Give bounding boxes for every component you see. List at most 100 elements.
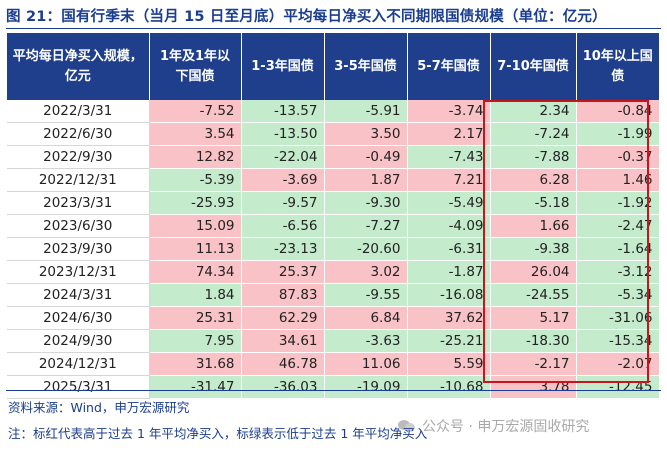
row-date: 2023/6/30	[7, 214, 150, 238]
value-cell: 6.28	[490, 168, 577, 192]
value-cell: -0.84	[576, 100, 660, 123]
table-row: 2024/3/31 1.84 87.83 -9.55 -16.08 -24.55 -5.34	[7, 283, 660, 307]
table-row: 2023/9/30 11.13 -23.13 -20.60 -6.31 -9.38 -1.6…	[7, 237, 660, 261]
row-date: 2022/6/30	[7, 122, 150, 146]
value-cell: 5.59	[407, 352, 491, 376]
row-date: 2024/6/30	[7, 306, 150, 330]
value-cell: 62.29	[241, 306, 325, 330]
header-cell-10y-plus: 10年以上国债	[576, 33, 659, 100]
table-row: 2022/9/30 12.82 -22.04 -0.49 -7.43 -7.88 -0.37	[7, 145, 660, 169]
value-cell: -1.87	[407, 260, 491, 284]
value-cell: 3.54	[149, 122, 242, 146]
value-cell: -5.49	[407, 191, 491, 215]
value-cell: 31.68	[149, 352, 242, 376]
table-row: 2024/12/31 31.68 46.78 11.06 5.59 -2.17 -2.07	[7, 352, 660, 376]
value-cell: 5.17	[490, 306, 577, 330]
value-cell: 1.84	[149, 283, 242, 307]
header-cell-1-3y: 1-3年国债	[241, 33, 325, 100]
value-cell: 3.50	[324, 122, 408, 146]
row-date: 2022/9/30	[7, 145, 150, 169]
value-cell: -25.21	[407, 329, 491, 353]
value-cell: -19.09	[324, 375, 408, 399]
row-date: 2023/3/31	[7, 191, 150, 215]
header-cell-3-5y: 3-5年国债	[324, 33, 408, 100]
value-cell: -7.88	[490, 145, 577, 169]
value-cell: -16.08	[407, 283, 491, 307]
value-cell: -31.47	[149, 375, 242, 399]
value-cell: -2.17	[490, 352, 577, 376]
value-cell: -3.63	[324, 329, 408, 353]
value-cell: -0.37	[576, 145, 660, 169]
value-cell: 37.62	[407, 306, 491, 330]
value-cell: 1.46	[576, 168, 660, 192]
value-cell: -5.91	[324, 100, 408, 123]
row-date: 2024/3/31	[7, 283, 150, 307]
value-cell: -36.03	[241, 375, 325, 399]
value-cell: -22.04	[241, 145, 325, 169]
row-date: 2024/9/30	[7, 329, 150, 353]
value-cell: -9.55	[324, 283, 408, 307]
value-cell: -2.07	[576, 352, 660, 376]
value-cell: -7.52	[149, 100, 242, 123]
row-date: 2022/12/31	[7, 168, 150, 192]
title-divider	[6, 28, 661, 29]
value-cell: -6.56	[241, 214, 325, 238]
value-cell: 6.84	[324, 306, 408, 330]
value-cell: -25.93	[149, 191, 242, 215]
value-cell: 26.04	[490, 260, 577, 284]
value-cell: 34.61	[241, 329, 325, 353]
footnote: 注：标红代表高于过去 1 年平均净买入，标绿表示低于过去 1 年平均净买入	[8, 426, 428, 441]
value-cell: 25.31	[149, 306, 242, 330]
value-cell: 1.66	[490, 214, 577, 238]
header-row: 平均每日净买入规模，亿元 1年及1年以下国债 1-3年国债 3-5年国债 5-7…	[7, 33, 659, 100]
header-cell-7-10y: 7-10年国债	[490, 33, 577, 100]
table-row: 2022/3/31 -7.52 -13.57 -5.91 -3.74 2.34 -0.84	[7, 100, 660, 123]
row-date: 2023/12/31	[7, 260, 150, 284]
value-cell: -1.64	[576, 237, 660, 261]
figure-title: 图 21：国有行季末（当月 15 日至月底）平均每日净买入不同期限国债规模（单位…	[6, 9, 607, 25]
value-cell: 25.37	[241, 260, 325, 284]
row-date: 2025/3/31	[7, 375, 150, 399]
value-cell: -12.45	[576, 375, 660, 399]
value-cell: -13.57	[241, 100, 325, 123]
value-cell: -10.68	[407, 375, 491, 399]
value-cell: -7.24	[490, 122, 577, 146]
table-row: 2024/9/30 7.95 34.61 -3.63 -25.21 -18.30 -15.3…	[7, 329, 660, 353]
value-cell: 1.87	[324, 168, 408, 192]
value-cell: 12.82	[149, 145, 242, 169]
value-cell: -24.55	[490, 283, 577, 307]
bottom-divider	[6, 390, 661, 391]
value-cell: -3.12	[576, 260, 660, 284]
value-cell: 2.17	[407, 122, 491, 146]
value-cell: 11.13	[149, 237, 242, 261]
value-cell: 87.83	[241, 283, 325, 307]
value-cell: -3.74	[407, 100, 491, 123]
value-cell: -13.50	[241, 122, 325, 146]
value-cell: 2.34	[490, 100, 577, 123]
value-cell: 74.34	[149, 260, 242, 284]
value-cell: -5.39	[149, 168, 242, 192]
value-cell: -6.31	[407, 237, 491, 261]
bond-purchase-table: 平均每日净买入规模，亿元 1年及1年以下国债 1-3年国债 3-5年国债 5-7…	[7, 33, 660, 399]
value-cell: -5.34	[576, 283, 660, 307]
wechat-icon	[398, 419, 416, 433]
value-cell: -7.43	[407, 145, 491, 169]
value-cell: -9.57	[241, 191, 325, 215]
row-date: 2023/9/30	[7, 237, 150, 261]
header-cell-period: 平均每日净买入规模，亿元	[7, 33, 150, 100]
table-row: 2023/12/31 74.34 25.37 3.02 -1.87 26.04 -3.12	[7, 260, 660, 284]
row-date: 2024/12/31	[7, 352, 150, 376]
value-cell: -1.92	[576, 191, 660, 215]
row-date: 2022/3/31	[7, 100, 150, 123]
value-cell: -3.69	[241, 168, 325, 192]
value-cell: 3.78	[490, 375, 577, 399]
value-cell: 46.78	[241, 352, 325, 376]
header-cell-1y: 1年及1年以下国债	[149, 33, 242, 100]
watermark-text: 公众号 · 申万宏源固收研究	[422, 419, 590, 435]
value-cell: 7.95	[149, 329, 242, 353]
value-cell: -9.38	[490, 237, 577, 261]
value-cell: -15.34	[576, 329, 660, 353]
value-cell: -18.30	[490, 329, 577, 353]
table-row: 2022/6/30 3.54 -13.50 3.50 2.17 -7.24 -1.99	[7, 122, 660, 146]
table-row: 2024/6/30 25.31 62.29 6.84 37.62 5.17 -31.06	[7, 306, 660, 330]
